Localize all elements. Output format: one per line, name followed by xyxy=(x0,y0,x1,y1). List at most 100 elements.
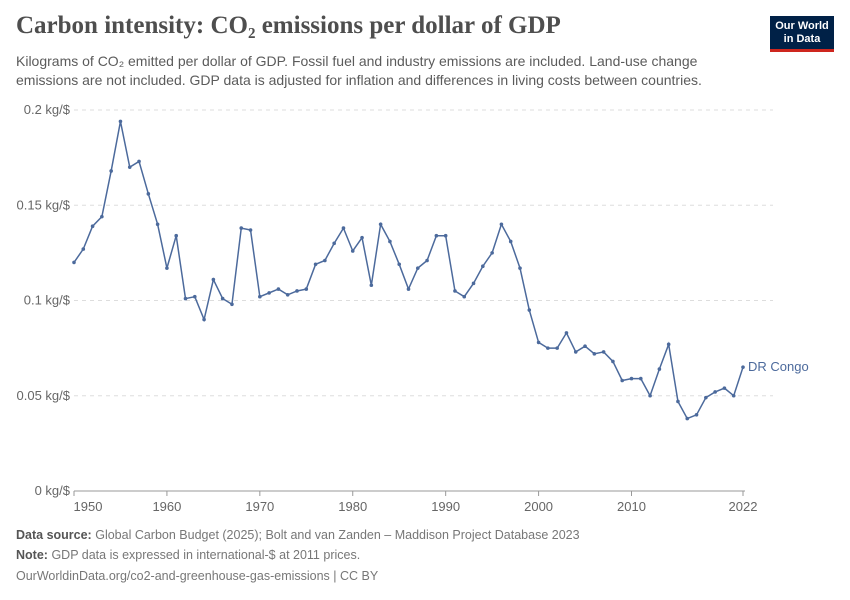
data-point xyxy=(369,283,374,288)
x-tick-label: 1980 xyxy=(338,499,367,514)
data-point xyxy=(174,233,179,238)
data-point xyxy=(285,292,290,297)
data-point xyxy=(443,233,448,238)
data-point xyxy=(100,214,104,219)
data-point xyxy=(704,395,708,400)
data-point xyxy=(137,159,141,164)
data-point xyxy=(220,296,225,301)
data-point xyxy=(332,241,336,246)
note-text: GDP data is expressed in international-$… xyxy=(51,548,361,562)
data-point xyxy=(481,264,485,269)
data-point xyxy=(109,169,113,173)
data-point xyxy=(694,413,699,417)
source-label: Data source: xyxy=(16,528,92,542)
data-point xyxy=(434,233,439,238)
data-point xyxy=(192,294,197,299)
data-point xyxy=(165,266,169,270)
x-tick-label: 1960 xyxy=(152,499,181,514)
data-point xyxy=(555,346,559,350)
data-point xyxy=(713,390,717,394)
data-point xyxy=(666,342,671,347)
data-point xyxy=(341,226,346,230)
chart-title: Carbon intensity: CO₂ emissions per doll… xyxy=(16,12,561,39)
data-point xyxy=(72,260,76,265)
data-point xyxy=(295,289,299,293)
data-point xyxy=(378,222,383,227)
note: Note: GDP data is expressed in internati… xyxy=(16,548,360,562)
data-point xyxy=(629,376,634,381)
chart-subtitle: Kilograms of CO₂ emitted per dollar of G… xyxy=(16,53,702,88)
data-point xyxy=(592,352,597,356)
y-tick-label: 0.15 kg/$ xyxy=(17,197,71,212)
data-point xyxy=(657,367,662,371)
data-point xyxy=(388,239,392,244)
data-point xyxy=(527,308,532,312)
data-point xyxy=(583,344,587,349)
series-line xyxy=(73,121,744,420)
owid-logo[interactable]: Our World in Data xyxy=(770,16,834,52)
data-point xyxy=(313,262,318,267)
y-tick-label: 0 kg/$ xyxy=(35,483,71,498)
data-point xyxy=(248,228,253,232)
data-point xyxy=(239,226,244,230)
data-point xyxy=(731,393,736,398)
data-point xyxy=(211,277,216,282)
source-text[interactable]: Global Carbon Budget (2025); Bolt and va… xyxy=(95,528,580,542)
data-point xyxy=(415,266,420,270)
y-tick-label: 0.2 kg/$ xyxy=(24,102,71,117)
data-point xyxy=(546,346,550,350)
data-point xyxy=(601,350,606,354)
x-tick-label: 2022 xyxy=(729,499,758,514)
data-point xyxy=(536,340,541,345)
data-point xyxy=(518,266,522,270)
data-point xyxy=(564,331,569,335)
data-point xyxy=(81,247,86,251)
source-url[interactable]: OurWorldinData.org/co2-and-greenhouse-ga… xyxy=(16,569,379,583)
data-point xyxy=(471,281,476,286)
data-point xyxy=(741,365,745,369)
data-point xyxy=(258,294,262,299)
data-point xyxy=(360,235,364,240)
data-point xyxy=(425,258,429,263)
y-tick-label: 0.1 kg/$ xyxy=(24,293,71,308)
data-point xyxy=(722,386,727,390)
data-point xyxy=(638,376,643,381)
data-point xyxy=(155,222,160,227)
note-label: Note: xyxy=(16,548,48,562)
data-point xyxy=(350,249,355,253)
data-point xyxy=(323,258,327,263)
data-point xyxy=(490,251,494,255)
data-point xyxy=(648,393,652,398)
data-point xyxy=(183,296,188,301)
data-point xyxy=(276,287,281,291)
x-tick-label: 1950 xyxy=(74,499,103,514)
data-source: Data source: Global Carbon Budget (2025)… xyxy=(16,528,580,542)
data-point xyxy=(230,302,234,307)
x-tick-label: 1970 xyxy=(245,499,274,514)
logo-text: Our World in Data xyxy=(775,20,829,45)
data-point xyxy=(397,262,402,267)
y-tick-label: 0.05 kg/$ xyxy=(17,388,71,403)
data-point xyxy=(146,192,151,196)
x-tick-label: 1990 xyxy=(431,499,460,514)
data-point xyxy=(685,416,690,421)
series-label: DR Congo xyxy=(748,359,809,374)
data-point xyxy=(611,359,615,364)
x-tick-label: 2010 xyxy=(617,499,646,514)
data-point xyxy=(573,350,578,354)
data-point xyxy=(499,222,504,227)
data-point xyxy=(462,294,467,299)
data-point xyxy=(620,378,625,383)
data-point xyxy=(202,317,206,322)
data-point xyxy=(267,291,271,295)
data-point xyxy=(118,119,123,124)
data-point xyxy=(90,224,95,229)
data-point xyxy=(304,287,309,291)
data-point xyxy=(127,165,132,169)
data-point xyxy=(406,287,411,291)
data-point xyxy=(453,289,457,293)
data-point xyxy=(508,239,513,244)
data-point xyxy=(676,399,680,404)
x-tick-label: 2000 xyxy=(524,499,553,514)
